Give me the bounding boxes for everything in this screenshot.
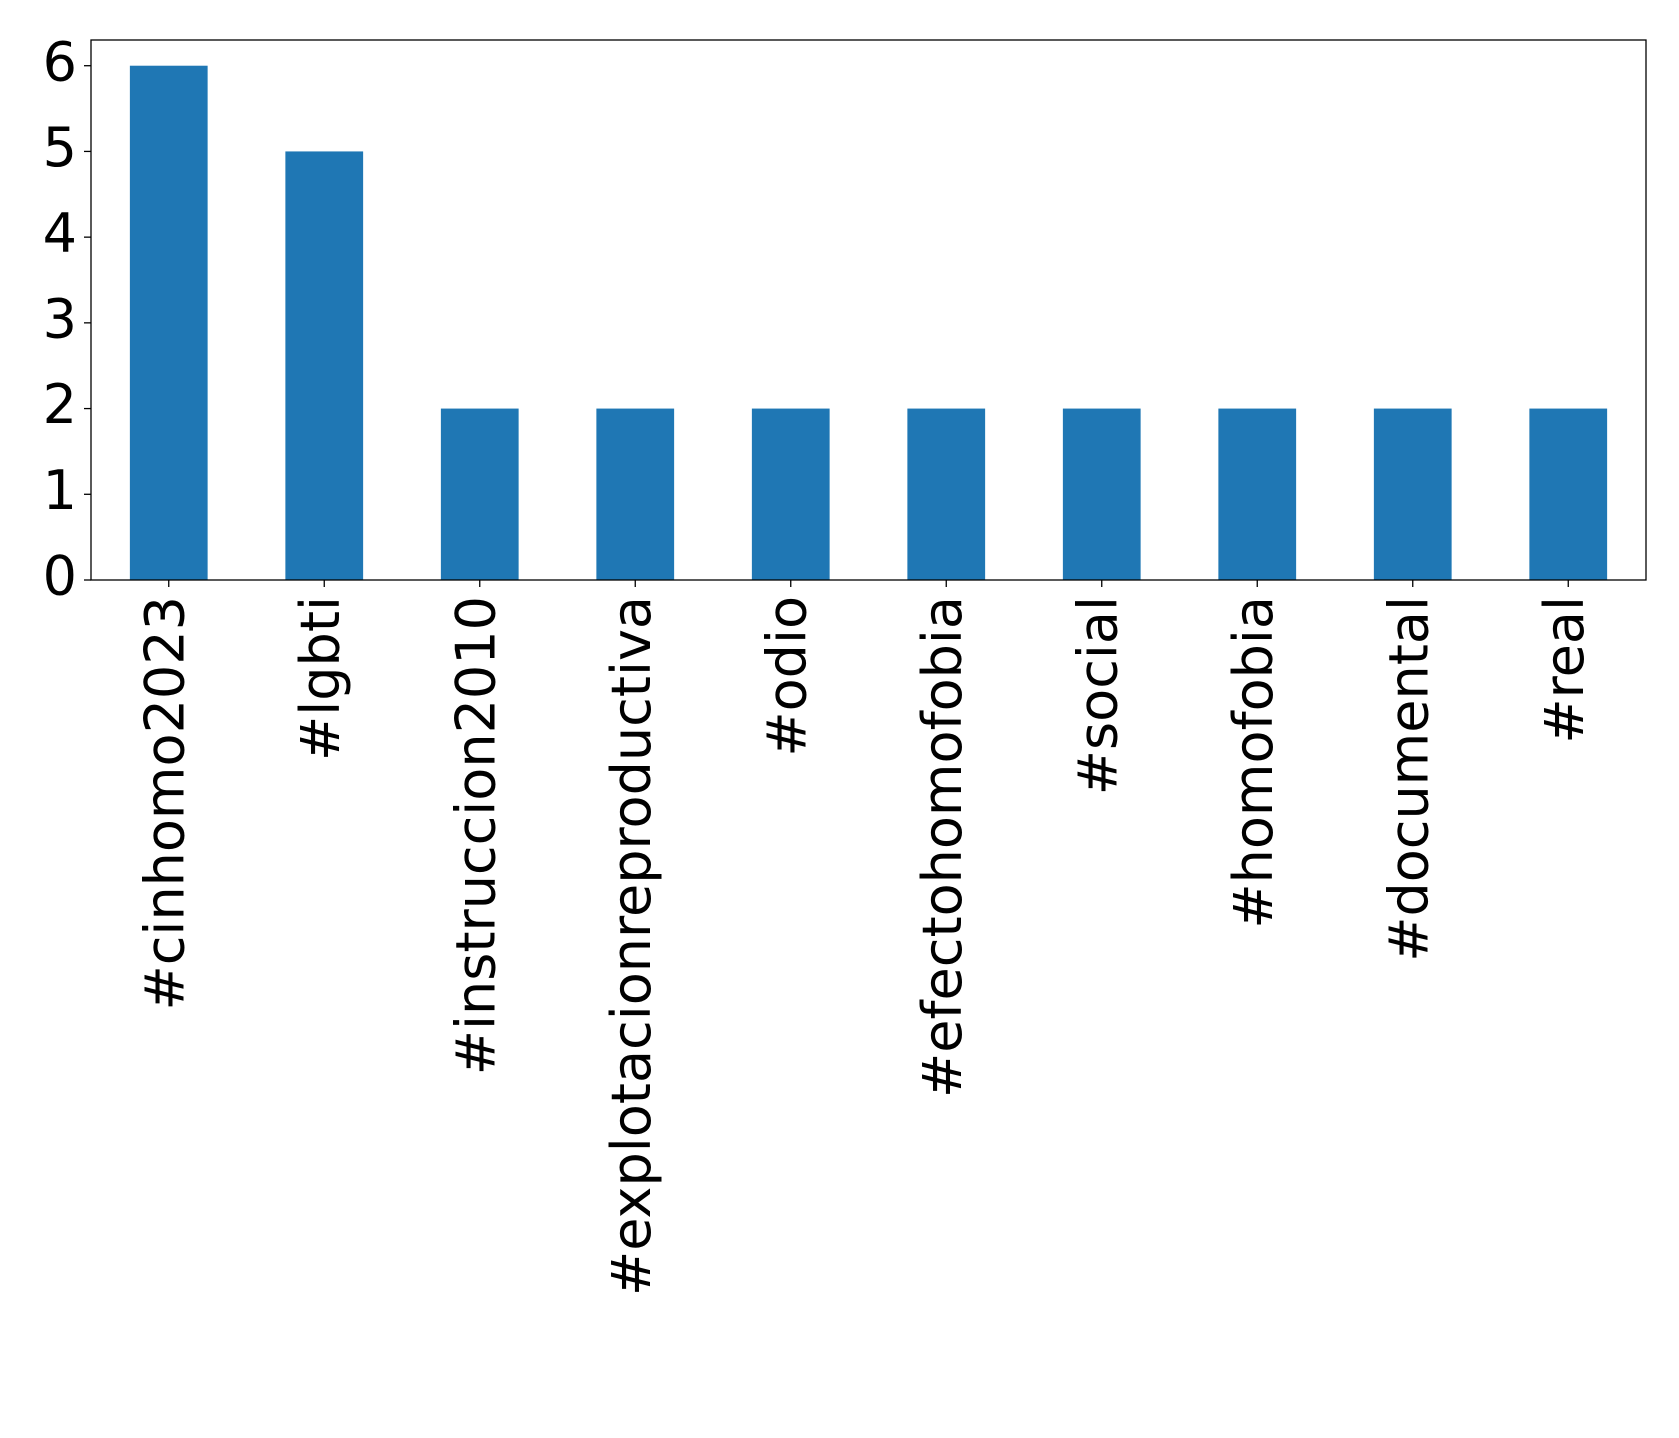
- x-tick-label: #social: [1066, 596, 1129, 795]
- bar: [907, 408, 986, 580]
- bar: [596, 408, 675, 580]
- bar: [440, 408, 519, 580]
- bar: [285, 151, 364, 580]
- x-tick-label: #odio: [755, 596, 818, 757]
- x-tick-label: #cinhomo2023: [133, 596, 196, 1011]
- x-tick-label: #instruccion2010: [444, 596, 507, 1075]
- x-tick-label: #lgbti: [289, 596, 352, 761]
- y-tick-label: 4: [43, 202, 77, 265]
- bar: [1062, 408, 1141, 580]
- x-tick-label: #efectohomofobia: [911, 596, 974, 1098]
- x-tick-label: #homofobia: [1222, 596, 1285, 929]
- y-tick-label: 1: [43, 459, 77, 522]
- bar: [129, 65, 208, 580]
- bar: [751, 408, 830, 580]
- x-tick-label: #documental: [1377, 596, 1440, 962]
- y-tick-label: 3: [43, 287, 77, 350]
- y-tick-label: 6: [43, 30, 77, 93]
- bar: [1373, 408, 1452, 580]
- y-tick-label: 2: [43, 373, 77, 436]
- axes-frame: [90, 39, 1647, 581]
- y-tick-label: 0: [43, 545, 77, 608]
- x-tick-label: #real: [1533, 596, 1596, 744]
- bar: [1218, 408, 1297, 580]
- y-tick-label: 5: [43, 116, 77, 179]
- bar: [1529, 408, 1608, 580]
- x-tick-label: #explotacionreproductiva: [600, 596, 663, 1296]
